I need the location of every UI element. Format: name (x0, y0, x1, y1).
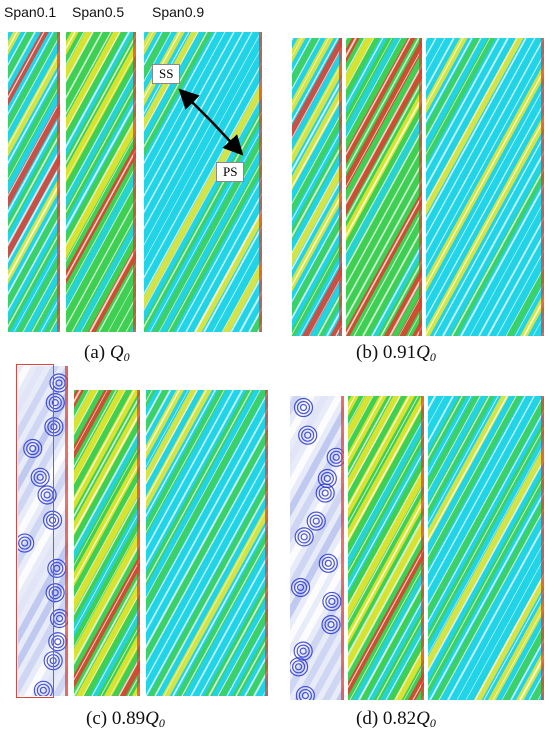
panel-d-strip-span0.9 (428, 396, 544, 700)
span-label-0.5: Span0.5 (72, 4, 125, 20)
span-label-0.9: Span0.9 (152, 4, 205, 20)
vortex-highlight-box (16, 364, 54, 698)
caption-a: (a) Q0 (84, 342, 130, 364)
span-label-0.1: Span0.1 (4, 4, 57, 20)
panel-b-strip-span0.9 (426, 38, 544, 336)
ps-label: PS (216, 162, 245, 182)
caption-d: (d) 0.82Q0 (356, 708, 436, 730)
panel-c-strip-span0.5 (74, 390, 140, 696)
panel-b-strip-span0.5 (346, 38, 422, 336)
panel-a-strip-span0.1 (8, 32, 60, 332)
panel-b-strip-span0.1 (292, 38, 342, 336)
caption-b: (b) 0.91Q0 (356, 342, 436, 364)
panel-c-strip-span0.9 (146, 390, 268, 696)
panel-d-strip-span0.1 (290, 396, 344, 700)
panel-c-strip-span0.1 (18, 366, 68, 696)
caption-c: (c) 0.89Q0 (86, 708, 165, 730)
panel-d-strip-span0.5 (348, 396, 424, 700)
ss-label: SS (152, 64, 181, 84)
panel-a-strip-span0.5 (66, 32, 136, 332)
